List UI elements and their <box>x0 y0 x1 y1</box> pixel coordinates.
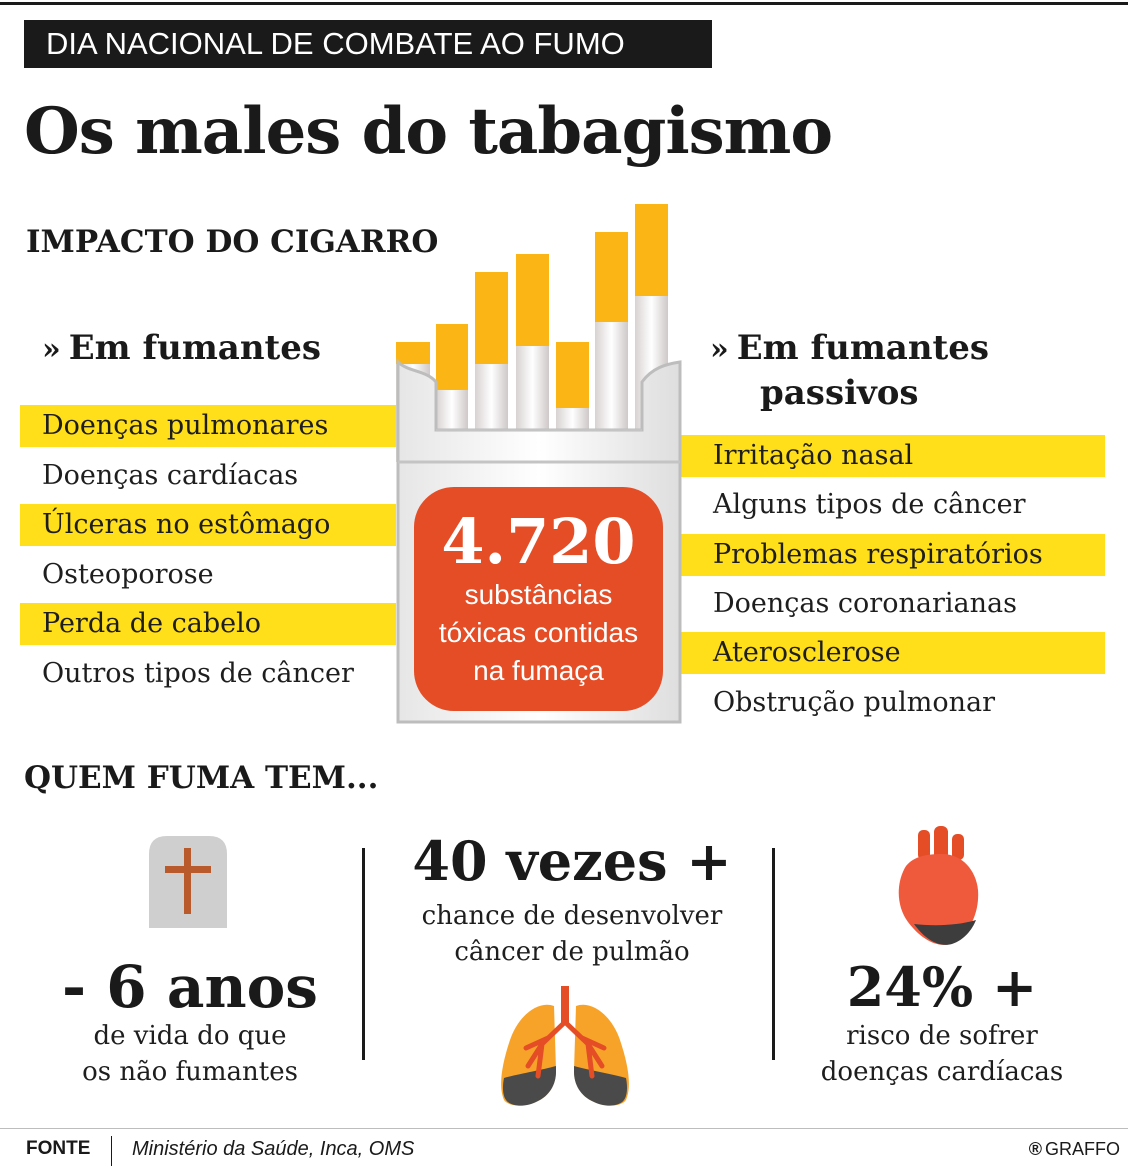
passive-smokers-heading: » Em fumantes <box>710 326 989 372</box>
passive-item: Doenças coronarianas <box>713 588 1017 619</box>
stat-cancer-line2: câncer de pulmão <box>454 937 690 967</box>
passive-item: Alguns tipos de câncer <box>713 489 1026 520</box>
tombstone-icon <box>149 836 227 932</box>
smokers-item: Úlceras no estômago <box>20 504 396 546</box>
footer-brand-name: GRAFFO <box>1045 1139 1120 1159</box>
heart-icon <box>896 826 980 956</box>
stat-heart-value: 24% + <box>846 955 1038 1019</box>
passive-heading-line2: passivos <box>760 373 919 413</box>
passive-item: Aterosclerose <box>681 632 1105 674</box>
stat-years-line2: os não fumantes <box>82 1057 298 1087</box>
stat-divider <box>362 848 365 1060</box>
stat-heart-line2: doenças cardíacas <box>820 1057 1064 1087</box>
page-title: Os males do tabagismo <box>24 94 833 169</box>
smokers-heading: » Em fumantes <box>42 326 321 372</box>
toxic-line3: na fumaça <box>473 655 604 686</box>
toxic-line1: substâncias <box>464 579 613 610</box>
stat-cancer-value: 40 vezes + <box>412 829 732 893</box>
stat-years-line1: de vida do que <box>93 1021 287 1051</box>
footer-separator <box>111 1136 112 1166</box>
chevron-right-icon: » <box>42 332 61 367</box>
passive-item: Irritação nasal <box>681 435 1105 477</box>
footer-source-label: FONTE <box>26 1138 91 1159</box>
smokers-item: Perda de cabelo <box>20 603 396 645</box>
lungs-icon <box>498 986 632 1112</box>
footer-brand: ® GRAFFO <box>1029 1139 1120 1160</box>
toxic-count: 4.720 <box>441 505 636 578</box>
who-smokes-title: QUEM FUMA TEM... <box>24 760 379 796</box>
toxic-substances-badge: 4.720 substâncias tóxicas contidas na fu… <box>414 487 663 711</box>
smokers-item: Osteoporose <box>42 559 214 590</box>
kicker-banner: DIA NACIONAL DE COMBATE AO FUMO <box>24 20 712 68</box>
passive-heading-line1: Em fumantes <box>736 328 990 368</box>
stat-divider <box>772 848 775 1060</box>
passive-item: Obstrução pulmonar <box>713 687 996 718</box>
passive-item: Problemas respiratórios <box>681 534 1105 576</box>
stat-years-value: - 6 anos <box>62 953 318 1021</box>
top-rule <box>0 2 1128 5</box>
impact-section-title: IMPACTO DO CIGARRO <box>26 224 439 260</box>
registered-icon: ® <box>1028 1139 1042 1159</box>
smokers-item: Doenças cardíacas <box>42 460 299 491</box>
footer-source: Ministério da Saúde, Inca, OMS <box>132 1138 415 1160</box>
footer-rule <box>0 1128 1128 1129</box>
smokers-heading-label: Em fumantes <box>68 328 322 368</box>
stat-cancer-line1: chance de desenvolver <box>421 901 723 931</box>
smokers-item: Outros tipos de câncer <box>42 658 354 689</box>
smokers-item: Doenças pulmonares <box>20 405 396 447</box>
chevron-right-icon: » <box>710 332 729 367</box>
toxic-line2: tóxicas contidas <box>438 617 639 648</box>
stat-heart-line1: risco de sofrer <box>846 1021 1038 1051</box>
